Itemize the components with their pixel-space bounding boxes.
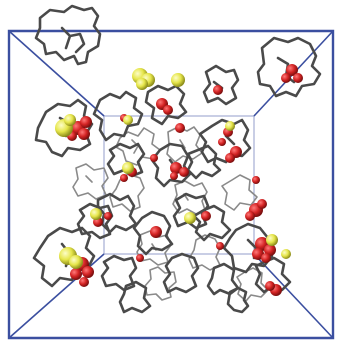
sulfur-atom-clusters [55, 68, 291, 269]
box-edge-bottom-right [253, 253, 334, 339]
box-edge-top-left [8, 30, 105, 117]
